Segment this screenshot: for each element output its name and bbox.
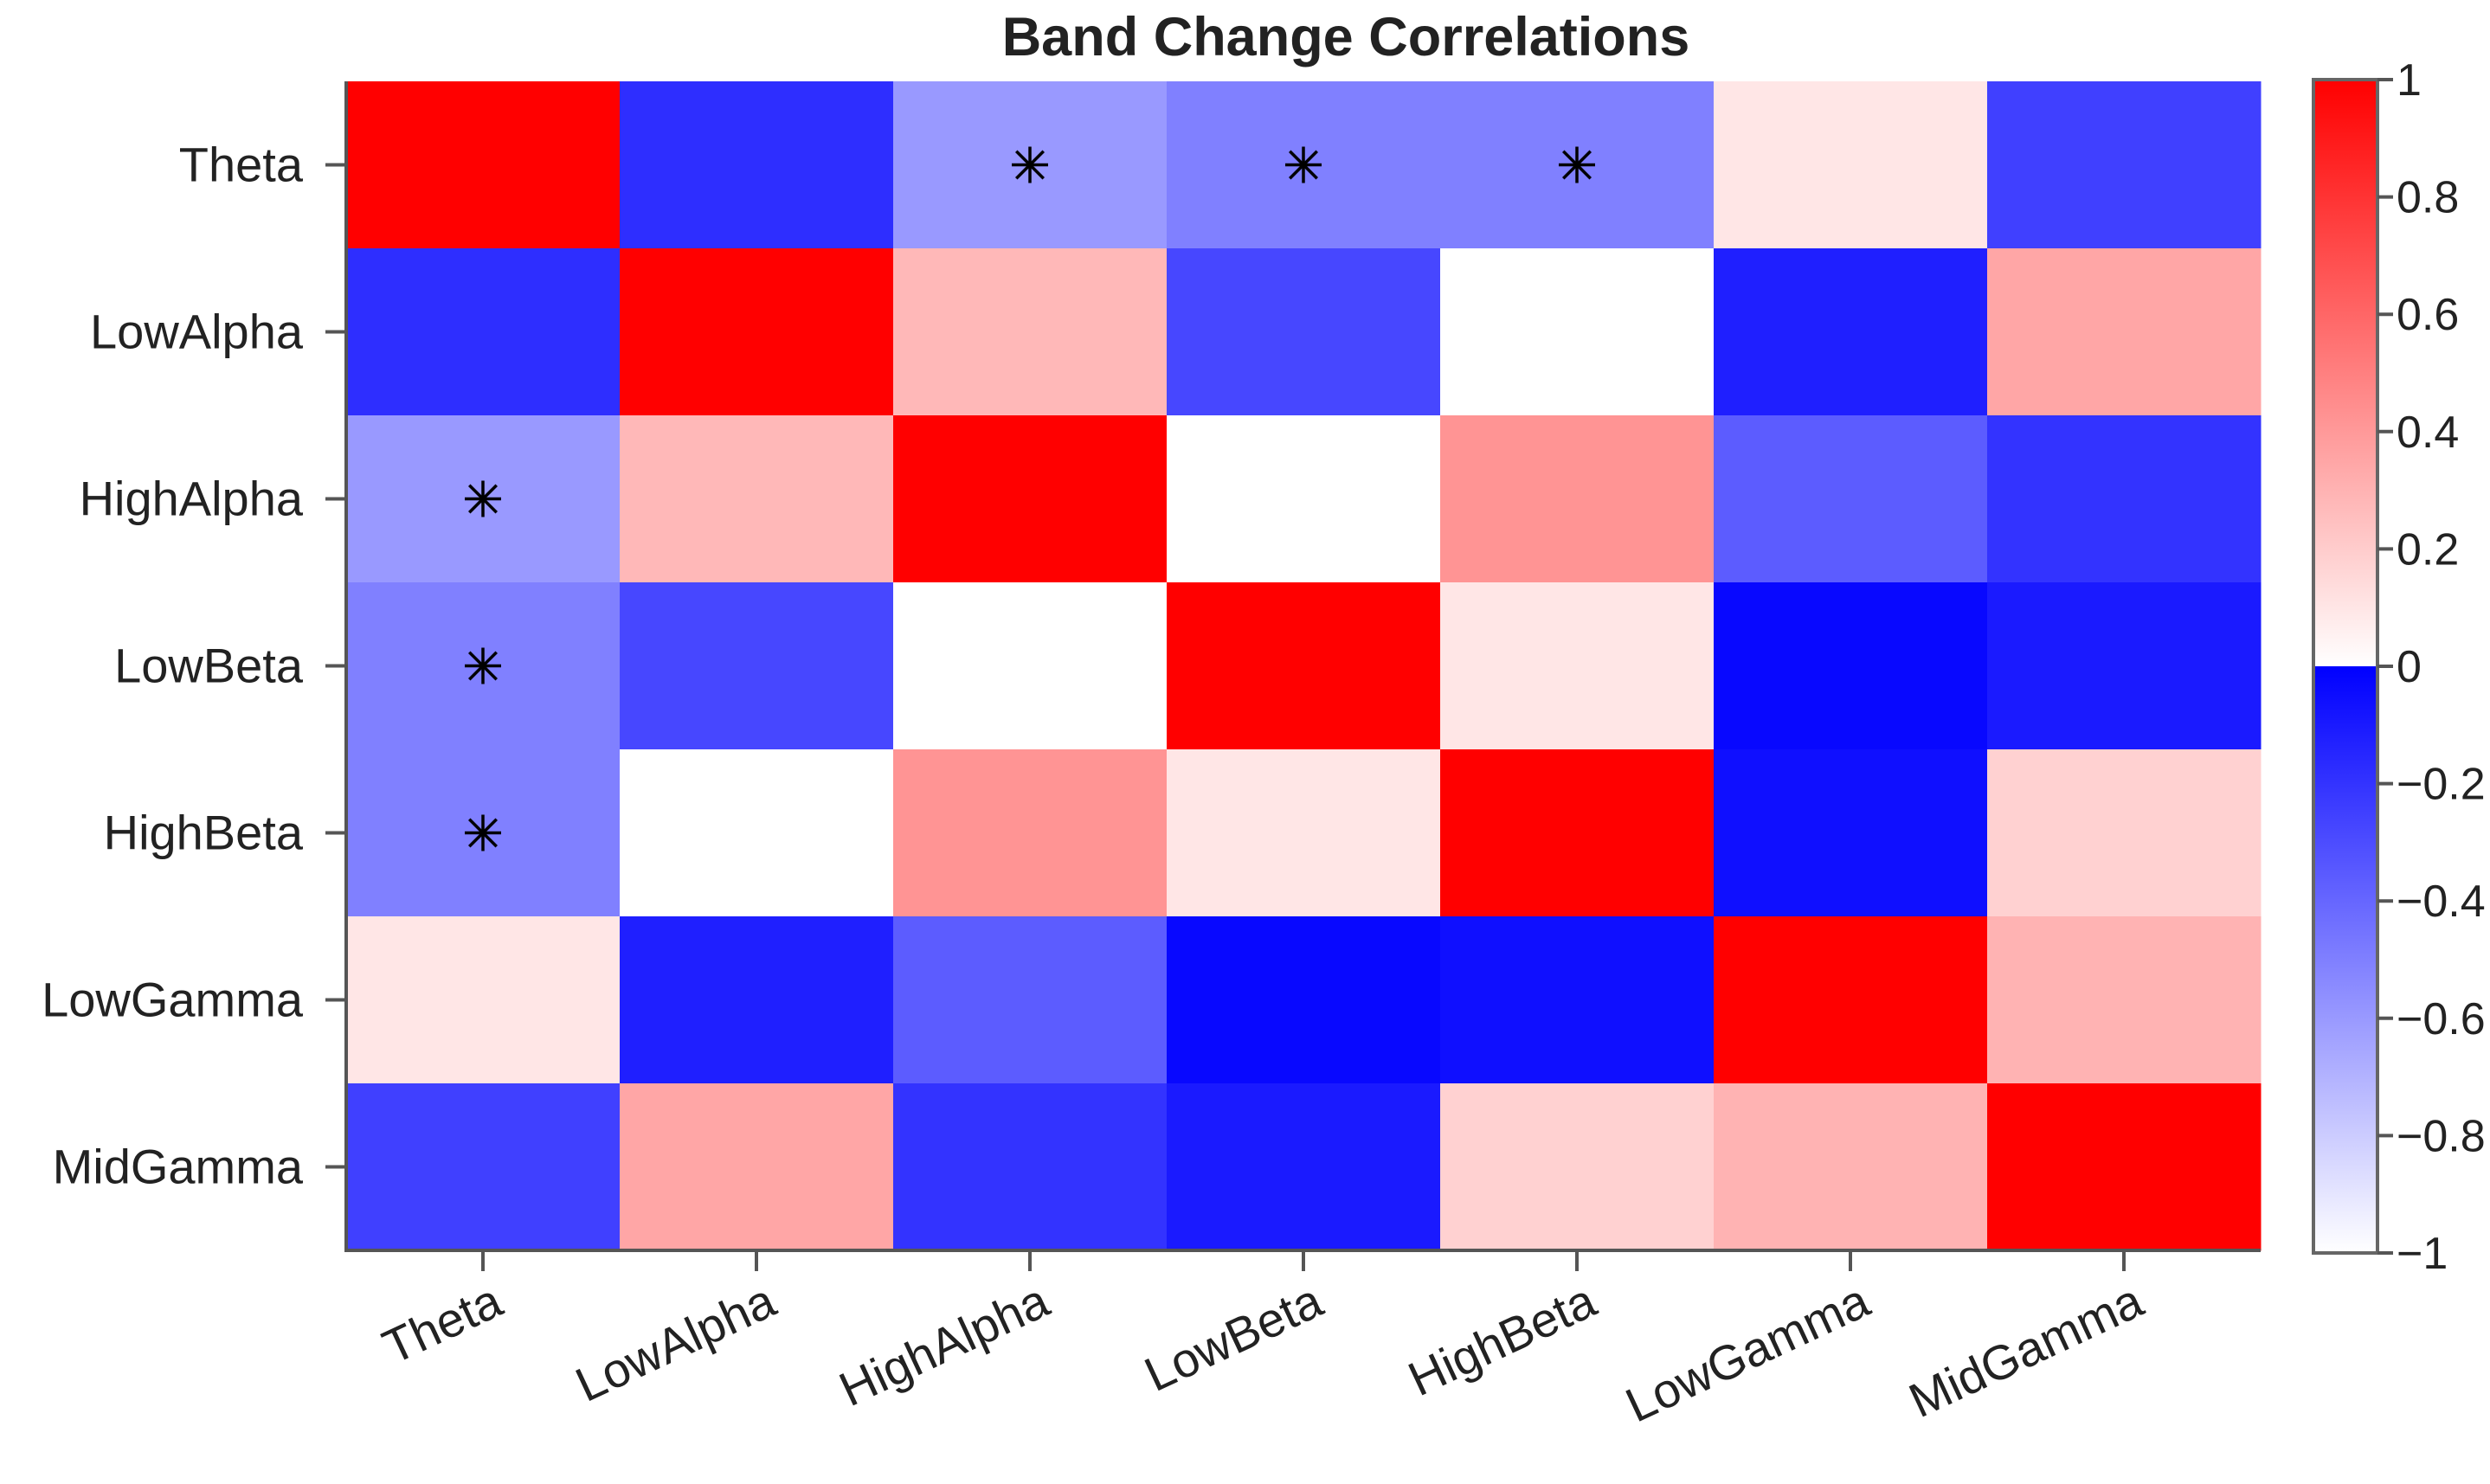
heatmap-cell-lowgamma-theta xyxy=(346,916,621,1084)
heatmap-cell-midgamma-lowalpha xyxy=(620,1083,894,1251)
significance-marker xyxy=(465,647,501,684)
significance-marker xyxy=(1012,146,1048,183)
heatmap-cell-lowbeta-lowalpha xyxy=(620,582,894,750)
colorbar-tick-label: 0 xyxy=(2397,642,2422,692)
colorbar-tick-label: 0.4 xyxy=(2397,408,2459,458)
heatmap-cell-highbeta-highalpha xyxy=(893,749,1168,917)
significance-marker xyxy=(465,480,501,517)
y-axis-ticks: Theta LowAlpha HighAlpha LowBeta HighBeta Low… xyxy=(42,138,346,1194)
heatmap-cell-lowalpha-lowgamma xyxy=(1714,248,1988,416)
colorbar-tick-label: 0.8 xyxy=(2397,173,2459,223)
heatmap-cell-midgamma-lowbeta xyxy=(1167,1083,1441,1251)
heatmap-cell-theta-theta xyxy=(346,81,621,249)
colorbar-positive-gradient xyxy=(2313,80,2377,666)
y-tick-label: HighBeta xyxy=(104,806,304,860)
heatmap-cell-lowgamma-lowbeta xyxy=(1167,916,1441,1084)
significance-marker xyxy=(1285,146,1322,183)
heatmap-cell-lowgamma-highalpha xyxy=(893,916,1168,1084)
heatmap-cell-lowgamma-lowalpha xyxy=(620,916,894,1084)
x-tick-label: LowAlpha xyxy=(568,1272,784,1411)
heatmap-cell-midgamma-theta xyxy=(346,1083,621,1251)
heatmap-cell-lowgamma-midgamma xyxy=(1987,916,2262,1084)
heatmap-cell-lowbeta-highbeta xyxy=(1440,582,1715,750)
heatmap-cell-midgamma-lowgamma xyxy=(1714,1083,1988,1251)
heatmap-axes xyxy=(344,81,2261,1252)
x-axis-ticks: Theta LowAlpha HighAlpha LowBeta HighBeta Low… xyxy=(375,1250,2152,1432)
heatmap-cell-lowalpha-lowalpha xyxy=(620,248,894,416)
heatmap-cell-lowgamma-highbeta xyxy=(1440,916,1715,1084)
heatmap-cell-lowalpha-lowbeta xyxy=(1167,248,1441,416)
heatmap-cell-lowalpha-theta xyxy=(346,248,621,416)
heatmap-cell-highalpha-highalpha xyxy=(893,415,1168,583)
heatmap-cell-lowbeta-midgamma xyxy=(1987,582,2262,750)
x-tick-label: HighAlpha xyxy=(831,1272,1058,1417)
x-tick-label: MidGamma xyxy=(1901,1272,2152,1428)
colorbar-tick-label: −0.6 xyxy=(2397,994,2486,1044)
colorbar-tick-label: 1 xyxy=(2397,55,2422,106)
heatmap-cell-highbeta-lowalpha xyxy=(620,749,894,917)
significance-marker xyxy=(1559,146,1595,183)
colorbar-tick-label: 0.6 xyxy=(2397,290,2459,340)
chart-title: Band Change Correlations xyxy=(1002,7,1690,67)
colorbar-negative-gradient xyxy=(2313,666,2377,1253)
y-tick-label: MidGamma xyxy=(53,1140,304,1194)
heatmap-cells xyxy=(346,81,2262,1251)
x-tick-label: Theta xyxy=(375,1272,511,1374)
heatmap-cell-lowalpha-midgamma xyxy=(1987,248,2262,416)
heatmap-cell-lowbeta-lowgamma xyxy=(1714,582,1988,750)
y-tick-label: Theta xyxy=(179,138,304,192)
significance-markers xyxy=(465,146,1595,851)
x-tick-label: LowBeta xyxy=(1136,1272,1331,1402)
heatmap-cell-highalpha-lowbeta xyxy=(1167,415,1441,583)
heatmap-cell-highbeta-lowgamma xyxy=(1714,749,1988,917)
heatmap-cell-midgamma-highbeta xyxy=(1440,1083,1715,1251)
colorbar-tick-label: −0.4 xyxy=(2397,877,2486,927)
heatmap-cell-highbeta-midgamma xyxy=(1987,749,2262,917)
axis-frame xyxy=(344,81,2261,1252)
heatmap-cell-theta-lowalpha xyxy=(620,81,894,249)
y-tick-label: LowGamma xyxy=(42,973,304,1027)
y-tick-label: LowAlpha xyxy=(90,305,304,359)
x-tick-label: HighBeta xyxy=(1400,1272,1605,1406)
heatmap-cell-lowgamma-lowgamma xyxy=(1714,916,1988,1084)
y-tick-label: HighAlpha xyxy=(80,472,304,526)
heatmap-cell-lowalpha-highbeta xyxy=(1440,248,1715,416)
heatmap-cell-highalpha-midgamma xyxy=(1987,415,2262,583)
colorbar-tick-label: 0.2 xyxy=(2397,524,2459,575)
heatmap-cell-highbeta-lowbeta xyxy=(1167,749,1441,917)
heatmap-cell-lowbeta-highalpha xyxy=(893,582,1168,750)
colorbar: 1 0.8 0.6 0.4 0.2 0 −0.2 −0.4 −0.6 −0.8 −1 xyxy=(2312,55,2486,1279)
heatmap-cell-highalpha-lowgamma xyxy=(1714,415,1988,583)
heatmap-cell-midgamma-midgamma xyxy=(1987,1083,2262,1251)
heatmap-cell-highalpha-lowalpha xyxy=(620,415,894,583)
colorbar-tick-label: −0.2 xyxy=(2397,760,2486,810)
heatmap-cell-highalpha-highbeta xyxy=(1440,415,1715,583)
heatmap-cell-lowbeta-lowbeta xyxy=(1167,582,1441,750)
heatmap-cell-highbeta-highbeta xyxy=(1440,749,1715,917)
colorbar-tick-label: −1 xyxy=(2397,1229,2448,1279)
heatmap-cell-lowalpha-highalpha xyxy=(893,248,1168,416)
heatmap-cell-midgamma-highalpha xyxy=(893,1083,1168,1251)
x-tick-label: LowGamma xyxy=(1618,1272,1878,1432)
colorbar-tick-label: −0.8 xyxy=(2397,1111,2486,1161)
y-tick-label: LowBeta xyxy=(114,639,304,693)
heatmap-cell-theta-midgamma xyxy=(1987,81,2262,249)
significance-marker xyxy=(465,814,501,851)
heatmap-cell-theta-lowgamma xyxy=(1714,81,1988,249)
